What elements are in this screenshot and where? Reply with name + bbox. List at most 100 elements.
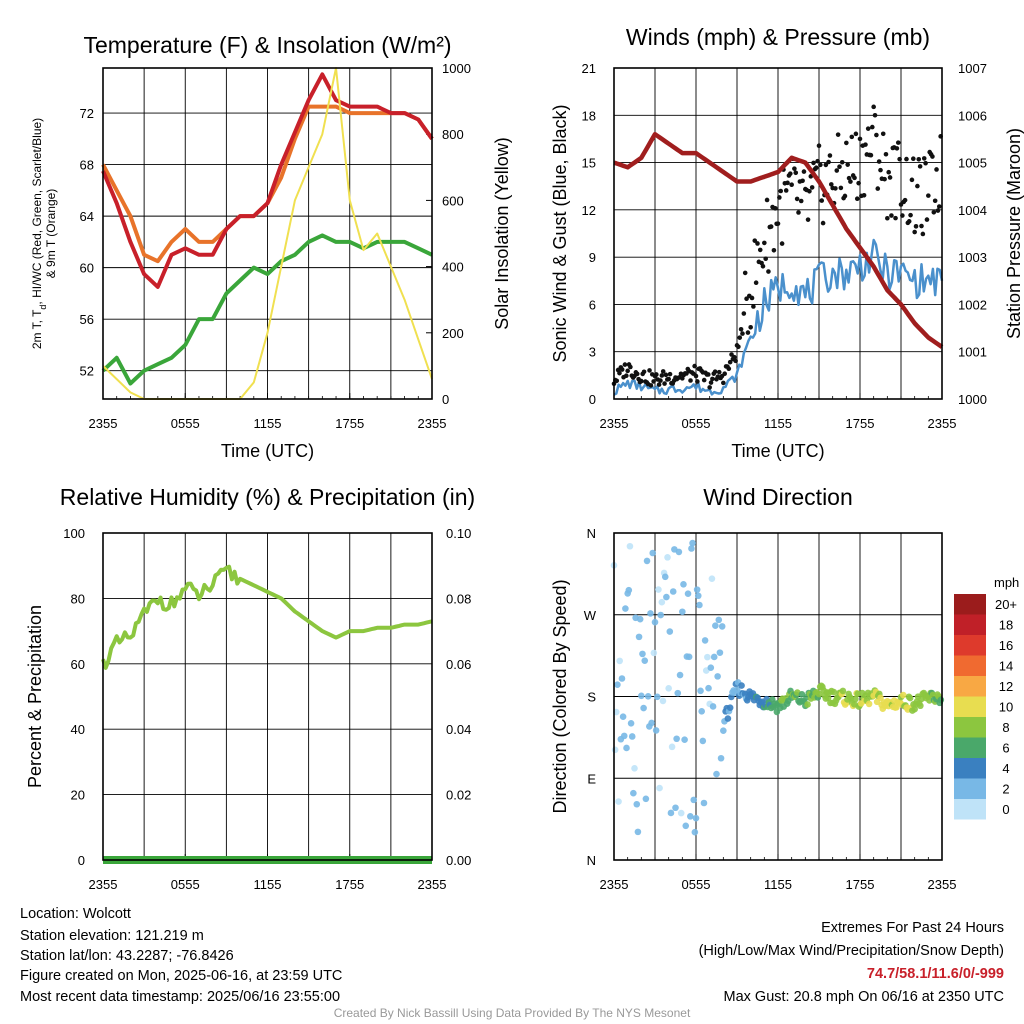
gust-point: [816, 143, 822, 148]
direction-point: [657, 611, 664, 619]
y-tick-label: 6: [589, 297, 596, 312]
y2-tick-label: 1002: [958, 297, 987, 312]
panel-1-grid: [102, 68, 433, 399]
direction-point: [738, 682, 745, 689]
gust-point: [930, 154, 935, 159]
direction-point: [628, 733, 636, 740]
gust-point: [736, 344, 741, 350]
panel-2-y2label: Station Pressure (Maroon): [1004, 128, 1024, 339]
legend-label: 16: [999, 638, 1013, 653]
direction-point: [638, 692, 645, 700]
panel-4-title: Wind Direction: [703, 484, 853, 510]
gust-point: [783, 188, 789, 193]
direction-point: [658, 598, 666, 606]
gust-point: [792, 166, 797, 171]
gust-point: [760, 263, 766, 269]
direction-point: [633, 800, 641, 808]
direction-point: [663, 593, 670, 601]
gust-point: [835, 132, 841, 137]
x-tick-label: 1155: [764, 877, 792, 892]
gust-point: [722, 371, 727, 377]
y-tick-label: 15: [582, 156, 596, 171]
gust-point: [619, 367, 625, 372]
direction-point: [852, 695, 859, 703]
gust-point: [880, 131, 886, 137]
direction-point: [625, 586, 633, 594]
gust-point: [904, 156, 909, 162]
gust-point: [887, 175, 893, 180]
gust-point: [868, 152, 874, 158]
gust-point: [779, 241, 785, 246]
gust-point: [755, 241, 760, 246]
humidity-line: [101, 564, 433, 670]
wind-speed-line: [613, 238, 944, 396]
y-tick-label: 56: [80, 312, 94, 327]
x-tick-label: 2355: [418, 877, 447, 892]
direction-point: [659, 697, 667, 705]
gust-point: [906, 219, 912, 224]
y-tick-label: 100: [63, 526, 85, 541]
gust-point: [716, 369, 722, 375]
gust-point: [838, 185, 844, 191]
footer-created: Figure created on Mon, 2025-06-16, at 23…: [20, 968, 343, 984]
gust-point: [733, 358, 738, 364]
y-tick-label: W: [584, 608, 597, 623]
gust-point: [819, 198, 825, 203]
direction-point: [656, 784, 663, 792]
gust-point: [693, 373, 699, 379]
gust-points: [611, 104, 943, 390]
direction-point: [666, 628, 674, 635]
x-tick-label: 1755: [335, 416, 364, 431]
gust-point: [917, 164, 923, 169]
direction-point: [669, 588, 677, 595]
direction-point: [684, 590, 692, 597]
direction-point: [648, 719, 655, 727]
gust-point: [666, 376, 671, 382]
legend-label: 8: [1002, 720, 1009, 735]
direction-points: [610, 539, 945, 836]
legend-label: 10: [999, 700, 1013, 715]
gust-point: [771, 247, 777, 253]
direction-point: [676, 671, 684, 679]
gust-point: [706, 372, 711, 377]
direction-point: [691, 828, 699, 836]
gust-point: [827, 153, 833, 158]
direction-point: [635, 633, 643, 641]
x-tick-label: 2355: [600, 877, 629, 892]
y2-tick-label: 0.00: [446, 853, 471, 868]
gust-point: [882, 176, 887, 182]
gust-point: [617, 370, 622, 376]
direction-point: [705, 684, 712, 692]
gust-point: [753, 280, 759, 286]
panel-1-ylabel: 2m T, Td, HI/WC (Red, Green, Scarlet/Blu…: [30, 118, 48, 349]
panel-3-title: Relative Humidity (%) & Precipitation (i…: [60, 484, 475, 510]
gust-point: [662, 381, 667, 386]
gust-point: [660, 369, 666, 374]
gust-point: [923, 160, 928, 166]
panel-2-frame: [613, 67, 943, 400]
y-tick-label: 80: [71, 591, 85, 606]
direction-point: [681, 736, 688, 744]
y-tick-label: 40: [71, 722, 85, 737]
gust-point: [834, 168, 840, 173]
gust-point: [852, 175, 857, 181]
y2-tick-label: 1001: [958, 345, 987, 360]
panel-2-title: Winds (mph) & Pressure (mb): [626, 24, 930, 50]
direction-point: [690, 796, 698, 804]
gust-point: [651, 379, 656, 384]
direction-point: [710, 653, 718, 661]
direction-point: [696, 601, 703, 609]
gust-point: [895, 140, 901, 145]
direction-point: [649, 549, 657, 557]
gust-point: [751, 304, 756, 309]
panel-3-ylabel: Percent & Precipitation: [25, 605, 45, 788]
gust-point: [829, 182, 834, 187]
extremes-values: 74.7/58.1/11.6/0/-999: [866, 966, 1004, 982]
direction-point: [640, 704, 647, 712]
gust-point: [885, 215, 890, 221]
legend-swatch: [954, 696, 986, 717]
gust-point: [845, 162, 850, 167]
gust-point: [701, 377, 707, 383]
gust-point: [833, 186, 838, 191]
